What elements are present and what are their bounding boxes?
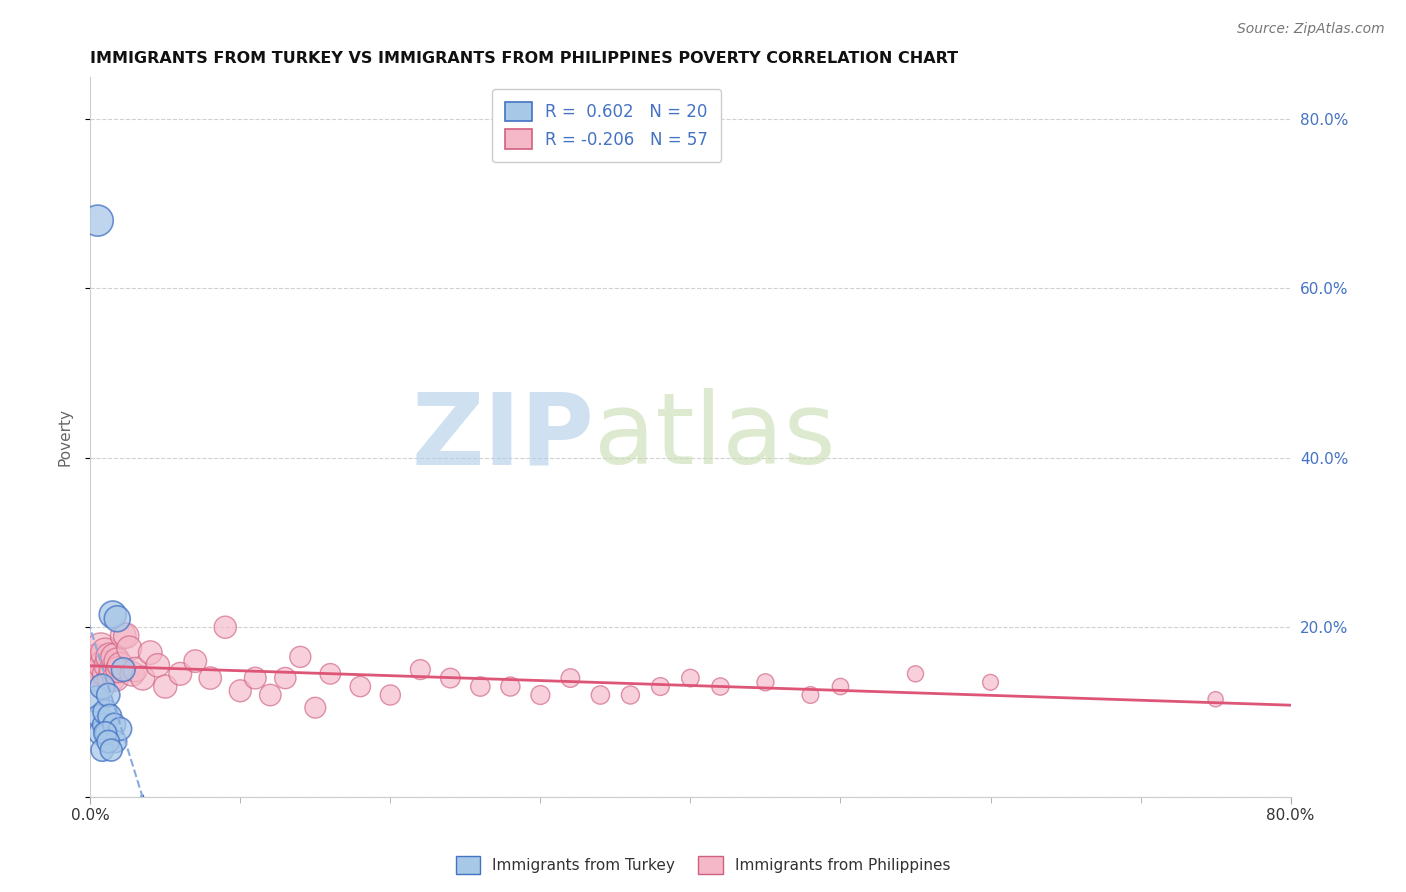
Point — [470, 680, 492, 694]
Point — [619, 688, 641, 702]
Point — [110, 658, 132, 673]
Point — [214, 620, 236, 634]
Point — [146, 658, 169, 673]
Point — [904, 666, 927, 681]
Point — [100, 671, 122, 685]
Point — [87, 654, 110, 668]
Point — [118, 641, 141, 656]
Point — [709, 680, 731, 694]
Point — [105, 654, 128, 668]
Text: IMMIGRANTS FROM TURKEY VS IMMIGRANTS FROM PHILIPPINES POVERTY CORRELATION CHART: IMMIGRANTS FROM TURKEY VS IMMIGRANTS FRO… — [90, 51, 959, 66]
Point — [274, 671, 297, 685]
Point — [94, 646, 117, 660]
Point — [184, 654, 207, 668]
Point — [97, 734, 120, 748]
Point — [304, 700, 326, 714]
Text: Source: ZipAtlas.com: Source: ZipAtlas.com — [1237, 22, 1385, 37]
Point — [169, 666, 191, 681]
Text: atlas: atlas — [595, 388, 837, 485]
Point — [290, 649, 312, 664]
Point — [89, 663, 111, 677]
Point — [105, 612, 128, 626]
Point — [96, 726, 118, 740]
Text: ZIP: ZIP — [412, 388, 595, 485]
Point — [121, 666, 143, 681]
Point — [560, 671, 582, 685]
Point — [83, 658, 105, 673]
Legend: Immigrants from Turkey, Immigrants from Philippines: Immigrants from Turkey, Immigrants from … — [450, 850, 956, 880]
Point — [979, 675, 1001, 690]
Point — [1205, 692, 1227, 706]
Point — [499, 680, 522, 694]
Point — [349, 680, 371, 694]
Point — [93, 717, 115, 731]
Point — [93, 658, 115, 673]
Point — [90, 641, 112, 656]
Point — [259, 688, 281, 702]
Point — [115, 629, 138, 643]
Point — [439, 671, 461, 685]
Point — [589, 688, 612, 702]
Point — [98, 649, 121, 664]
Point — [84, 666, 107, 681]
Point — [529, 688, 551, 702]
Point — [799, 688, 821, 702]
Point — [319, 666, 342, 681]
Point — [229, 683, 252, 698]
Point — [139, 646, 162, 660]
Point — [200, 671, 222, 685]
Point — [101, 663, 124, 677]
Point — [124, 663, 146, 677]
Point — [91, 671, 114, 685]
Point — [100, 743, 122, 757]
Point — [103, 649, 125, 664]
Point — [94, 726, 117, 740]
Legend: R =  0.602   N = 20, R = -0.206   N = 57: R = 0.602 N = 20, R = -0.206 N = 57 — [492, 88, 721, 162]
Point — [110, 722, 132, 736]
Point — [132, 671, 155, 685]
Point — [96, 666, 118, 681]
Point — [87, 213, 110, 227]
Point — [91, 743, 114, 757]
Point — [89, 709, 111, 723]
Point — [97, 688, 120, 702]
Point — [380, 688, 402, 702]
Point — [155, 680, 177, 694]
Point — [97, 658, 120, 673]
Point — [91, 680, 114, 694]
Point — [112, 629, 135, 643]
Point — [754, 675, 776, 690]
Point — [409, 663, 432, 677]
Point — [94, 705, 117, 719]
Point — [679, 671, 702, 685]
Point — [104, 671, 127, 685]
Point — [107, 663, 129, 677]
Point — [650, 680, 672, 694]
Point — [98, 709, 121, 723]
Y-axis label: Poverty: Poverty — [58, 408, 72, 466]
Point — [112, 663, 135, 677]
Point — [90, 726, 112, 740]
Point — [830, 680, 852, 694]
Point — [245, 671, 267, 685]
Point — [103, 717, 125, 731]
Point — [101, 607, 124, 622]
Point — [84, 692, 107, 706]
Point — [104, 734, 127, 748]
